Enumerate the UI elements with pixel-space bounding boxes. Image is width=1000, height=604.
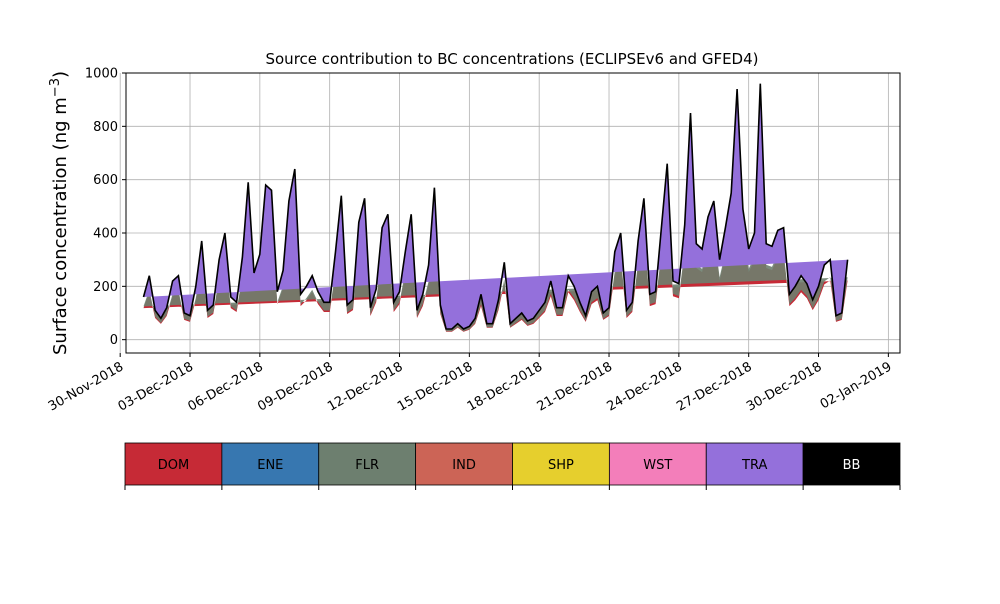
x-tick-label: 09-Dec-2018	[255, 359, 335, 414]
legend-swatch-wst	[608, 442, 707, 486]
legend-swatch-bb	[802, 442, 901, 486]
legend-label-wst: WST	[643, 458, 672, 473]
y-tick-label: 200	[93, 280, 118, 295]
y-tick-label: 400	[93, 227, 118, 242]
axes: 0200400600800100030-Nov-201803-Dec-20180…	[46, 67, 901, 415]
legend-label-ene: ENE	[257, 458, 283, 473]
legend-label-shp: SHP	[548, 458, 574, 473]
y-tick-label: 1000	[85, 67, 118, 82]
y-tick-label: 0	[110, 333, 118, 348]
x-tick-label: 02-Jan-2019	[818, 359, 895, 412]
x-tick-label: 18-Dec-2018	[465, 359, 545, 414]
legend-label-tra: TRA	[741, 458, 767, 473]
plot-frame	[125, 72, 901, 354]
stacked-areas	[142, 83, 849, 332]
area-dom	[143, 143, 848, 332]
y-axis-label-superscript: −3	[48, 78, 63, 97]
legend-label-ind: IND	[452, 458, 476, 473]
y-tick-label: 600	[93, 173, 118, 188]
chart-title: Source contribution to BC concentrations…	[265, 50, 758, 68]
x-tick-label: 24-Dec-2018	[604, 359, 684, 414]
legend-swatch-flr	[318, 442, 417, 486]
x-tick-label: 21-Dec-2018	[535, 359, 615, 414]
area-other-sources	[143, 140, 848, 332]
y-axis-label-close: )	[50, 71, 71, 78]
x-tick-label: 30-Dec-2018	[744, 359, 824, 414]
legend-label-flr: FLR	[355, 458, 379, 473]
y-tick-label: 800	[93, 120, 118, 135]
legend-swatch-ene	[221, 442, 320, 486]
legend-swatch-dom	[124, 442, 223, 486]
legend-swatch-tra	[705, 442, 804, 486]
legend-swatch-ind	[415, 442, 513, 486]
legend: DOM ENE FLR IND SHP WST TRA BB	[124, 442, 901, 490]
y-axis-label: Surface concentration (ng m−3)	[48, 71, 72, 355]
x-tick-label: 06-Dec-2018	[185, 359, 265, 414]
x-tick-label: 27-Dec-2018	[674, 359, 754, 414]
total-line	[142, 83, 849, 330]
x-tick-label: 30-Nov-2018	[46, 359, 126, 414]
y-axis-label-main: Surface concentration (ng m	[50, 97, 71, 355]
x-tick-label: 12-Dec-2018	[325, 359, 405, 414]
legend-label-bb: BB	[843, 458, 861, 473]
x-tick-label: 03-Dec-2018	[116, 359, 196, 414]
legend-label-dom: DOM	[158, 458, 189, 473]
x-tick-label: 15-Dec-2018	[395, 359, 475, 414]
